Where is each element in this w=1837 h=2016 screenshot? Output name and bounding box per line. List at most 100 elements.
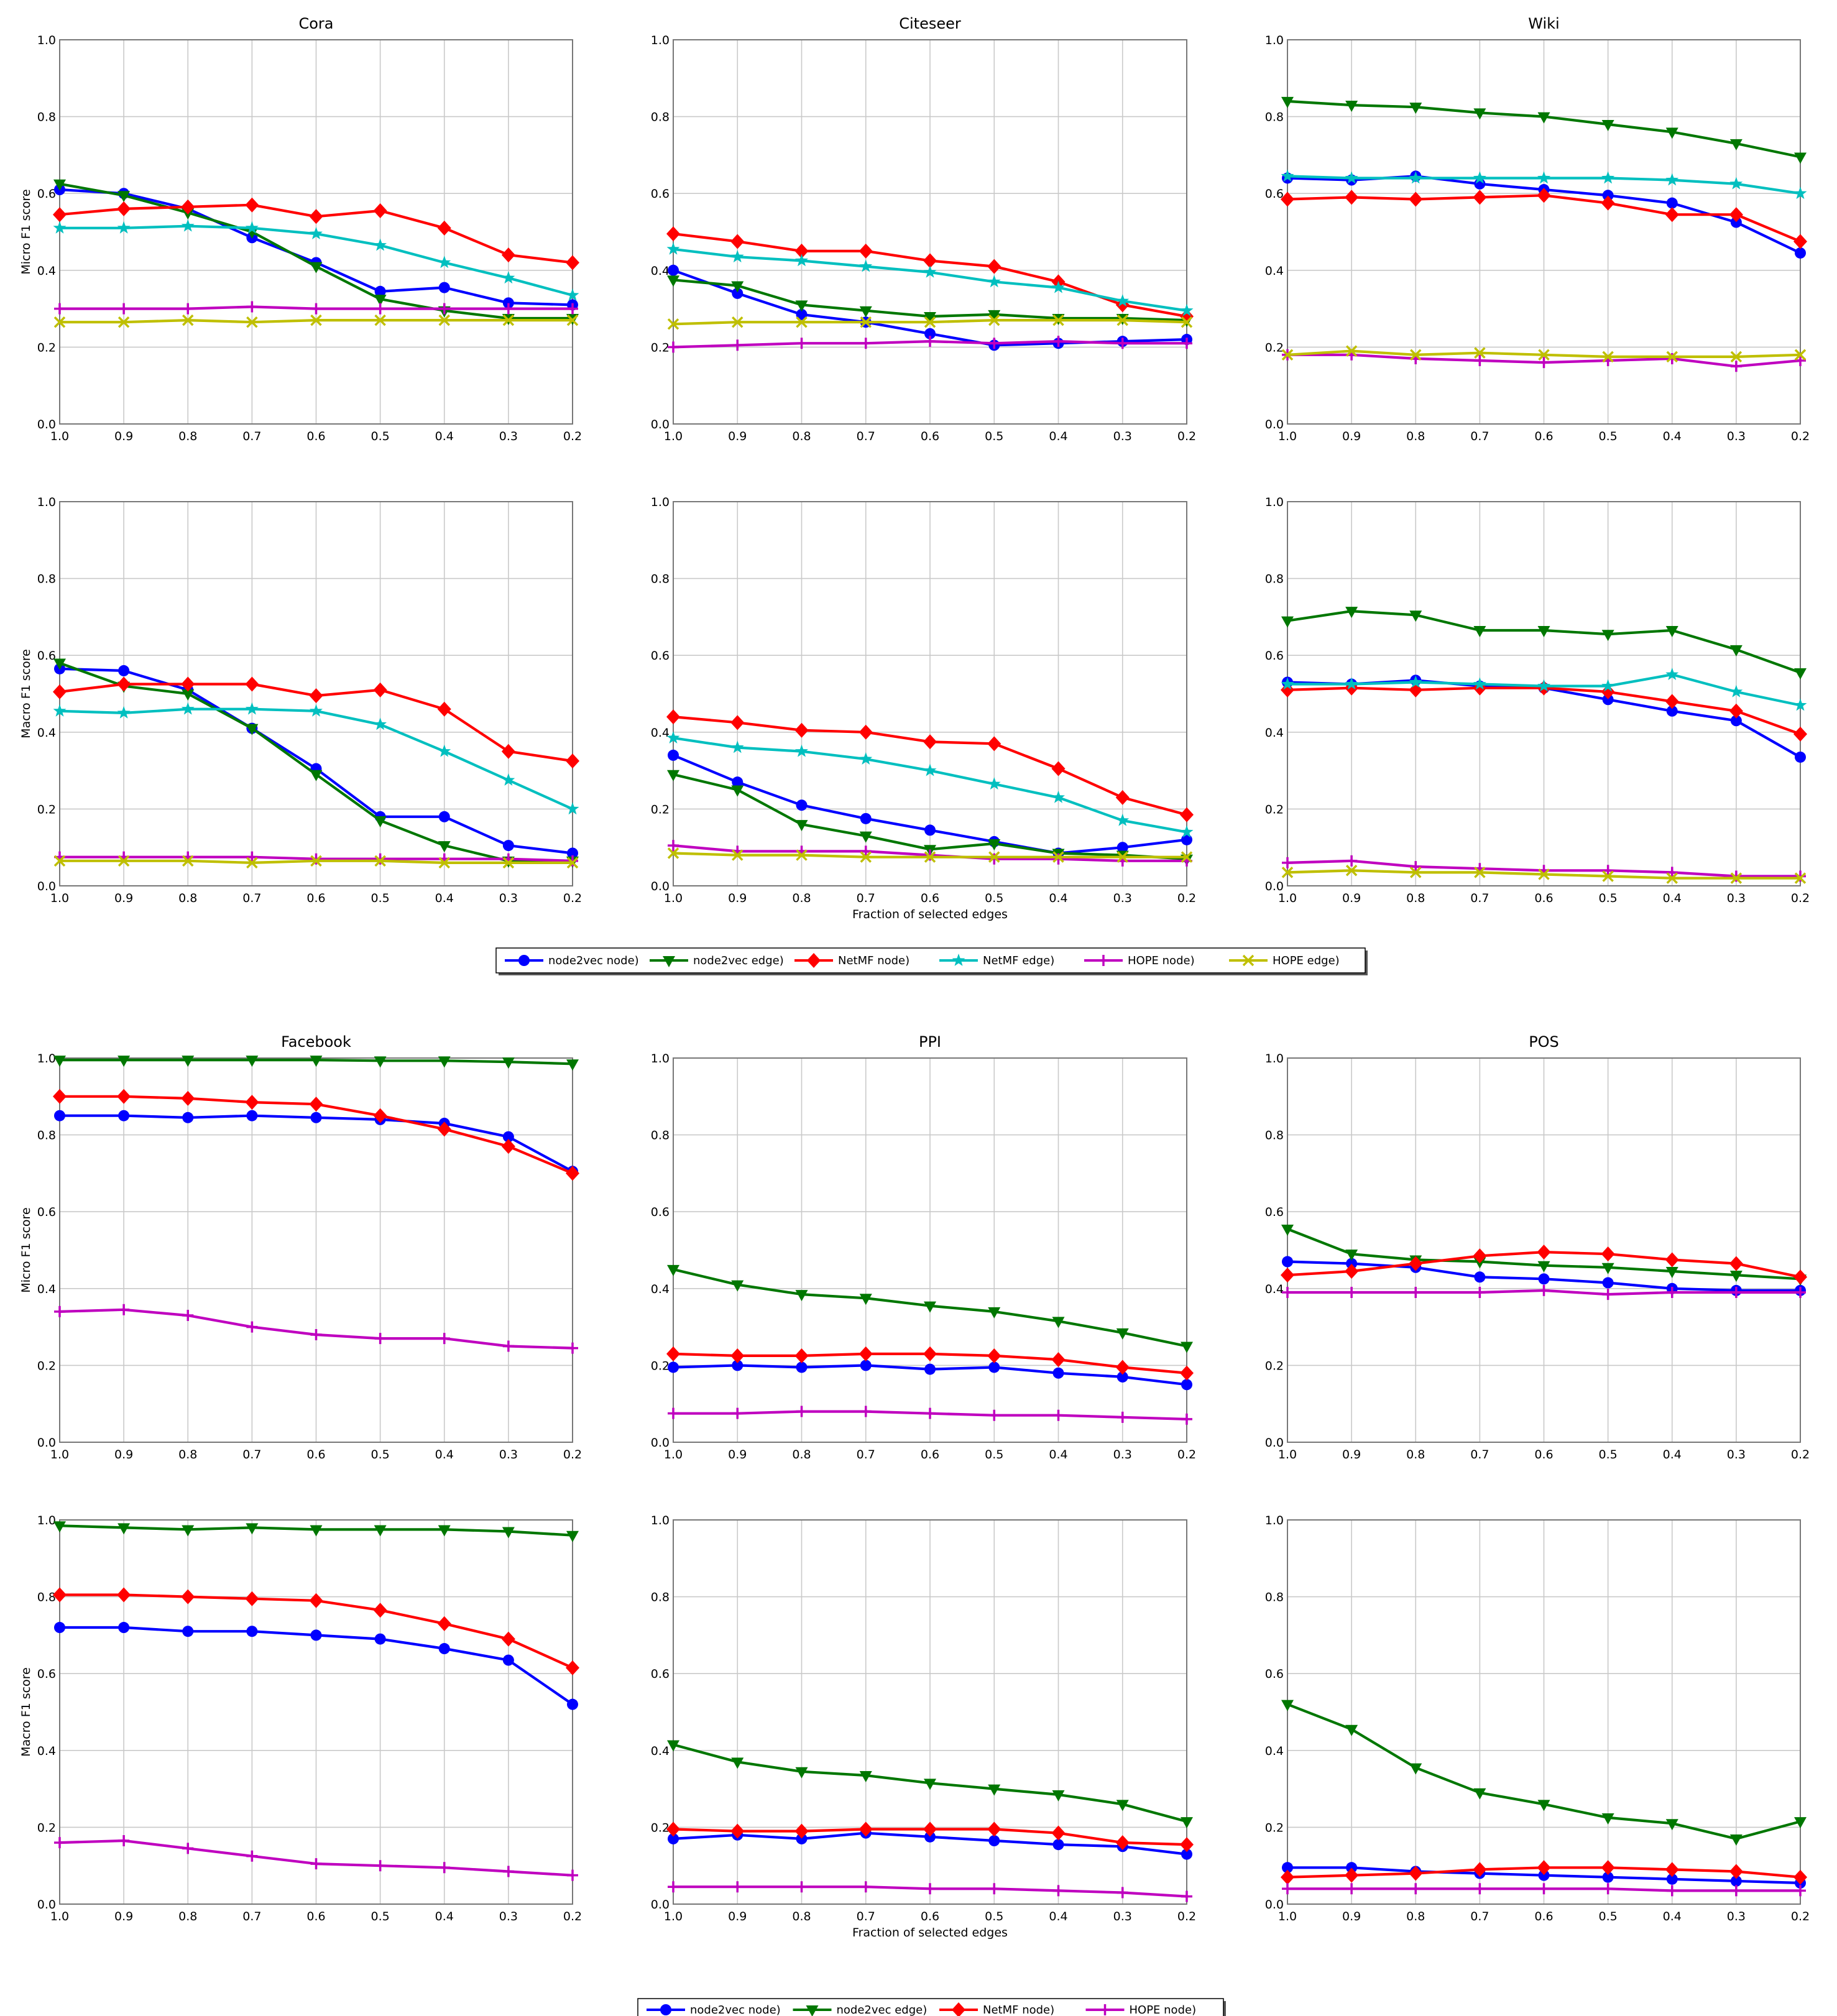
data-point <box>566 802 579 815</box>
x-tick-label: 0.9 <box>728 430 747 443</box>
panel-10: 1.0 0.9 0.8 0.7 0.6 0.5 0.4 0.3 0.2 0.0 0.2 0.4 0.6 0… <box>19 1514 582 1923</box>
data-point <box>1729 703 1743 719</box>
data-point <box>795 254 808 267</box>
x-tick-label: 0.7 <box>1470 430 1489 443</box>
y-tick-label: 0.2 <box>651 1359 670 1373</box>
y-axis-label: Micro F1 score <box>19 189 33 274</box>
data-point <box>1795 1286 1806 1298</box>
legend-swatch-marker <box>660 2004 671 2015</box>
series-hope-node <box>54 1835 578 1881</box>
series-hope-node <box>668 336 1192 353</box>
data-point <box>1730 1286 1742 1298</box>
legend-label: node2vec edge) <box>837 2004 928 2016</box>
data-point <box>1602 870 1614 882</box>
data-point <box>1666 1286 1678 1298</box>
data-point <box>1537 626 1550 638</box>
data-point <box>1281 191 1294 207</box>
data-point <box>1116 813 1130 826</box>
data-point <box>1793 726 1807 742</box>
data-point <box>1281 1869 1294 1885</box>
data-point <box>374 238 387 251</box>
data-point <box>374 1633 386 1645</box>
data-point <box>1730 872 1743 884</box>
y-tick-label: 0.8 <box>1265 573 1284 586</box>
data-point <box>310 262 323 274</box>
x-tick-label: 0.5 <box>371 430 390 443</box>
series-netmf-edge <box>1281 169 1807 200</box>
data-point <box>501 247 515 263</box>
data-point <box>1474 347 1486 359</box>
x-tick-label: 0.5 <box>371 1448 390 1461</box>
x-tick-label: 0.5 <box>985 1448 1003 1461</box>
data-point <box>731 281 744 293</box>
data-point <box>1665 1252 1679 1268</box>
series-node2vec-edge <box>53 1056 579 1071</box>
data-point <box>1729 207 1743 223</box>
data-point <box>181 199 195 214</box>
data-point <box>1410 1286 1422 1298</box>
data-point <box>1345 865 1358 877</box>
data-point <box>1666 352 1678 364</box>
data-point <box>566 314 579 326</box>
legend-swatch-marker <box>952 954 965 966</box>
data-point <box>182 303 194 315</box>
data-point <box>1795 355 1806 367</box>
data-point <box>53 684 67 699</box>
data-point <box>1116 1800 1129 1811</box>
x-tick-label: 0.2 <box>1791 891 1810 905</box>
y-tick-label: 0.8 <box>37 1129 56 1143</box>
data-point <box>502 773 515 786</box>
data-point <box>374 1056 387 1068</box>
data-point <box>567 1698 578 1710</box>
x-tick-label: 0.8 <box>1406 1448 1425 1461</box>
plot-frame <box>673 1519 1187 1905</box>
data-point <box>1537 679 1550 692</box>
data-point <box>1410 861 1422 873</box>
data-point <box>1537 171 1550 184</box>
panel-12: 1.0 0.9 0.8 0.7 0.6 0.5 0.4 0.3 0.2 0.0 0.2 0.4 0.6 0… <box>1265 1514 1810 1923</box>
data-point <box>53 179 66 191</box>
legend-swatch-marker <box>1099 2004 1111 2015</box>
data-point <box>1181 851 1193 863</box>
data-point <box>502 297 514 309</box>
data-point <box>1345 1263 1359 1279</box>
data-point <box>1794 668 1807 680</box>
data-point <box>794 1823 809 1839</box>
data-point <box>53 221 67 234</box>
x-tick-label: 0.8 <box>1406 891 1425 905</box>
data-point <box>1116 1371 1128 1383</box>
data-point <box>117 706 131 719</box>
x-tick-label: 0.5 <box>1599 1448 1618 1461</box>
data-point <box>924 851 936 863</box>
x-tick-label: 0.3 <box>1113 430 1132 443</box>
x-tick-label: 0.2 <box>1177 1910 1196 1923</box>
data-point <box>1665 626 1678 638</box>
data-point <box>1116 842 1128 854</box>
data-point <box>795 820 808 832</box>
series-hope-node <box>54 851 578 867</box>
data-point <box>1052 280 1065 293</box>
data-point <box>1538 1883 1550 1895</box>
x-tick-label: 0.4 <box>1049 1910 1067 1923</box>
data-point <box>1794 1817 1807 1829</box>
data-point <box>1730 361 1742 372</box>
data-point <box>502 857 515 869</box>
y-tick-label: 1.0 <box>37 1514 56 1527</box>
data-point <box>1601 1860 1615 1876</box>
data-point <box>1665 173 1679 186</box>
legend-label: node2vec node) <box>690 2004 781 2016</box>
data-point <box>1346 1286 1358 1298</box>
y-tick-label: 0.8 <box>37 573 56 586</box>
data-point <box>1181 1379 1192 1391</box>
data-point <box>117 1056 131 1067</box>
x-tick-label: 1.0 <box>1278 891 1297 905</box>
x-tick-label: 0.3 <box>1113 891 1132 905</box>
data-point <box>988 853 1000 865</box>
x-tick-label: 0.7 <box>857 1448 875 1461</box>
data-point <box>181 1090 195 1106</box>
series-hope-node <box>54 301 578 315</box>
data-point <box>309 1593 323 1608</box>
data-point <box>374 295 387 306</box>
data-point <box>988 314 1000 326</box>
